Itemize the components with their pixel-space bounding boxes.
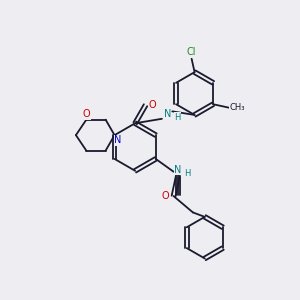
Text: N: N: [174, 165, 182, 175]
Text: O: O: [161, 191, 169, 201]
Text: Cl: Cl: [187, 47, 196, 57]
Text: O: O: [148, 100, 156, 110]
Text: N: N: [114, 136, 122, 146]
Text: H: H: [174, 113, 181, 122]
Text: H: H: [184, 169, 191, 178]
Text: N: N: [164, 109, 171, 119]
Text: O: O: [82, 109, 90, 119]
Text: CH₃: CH₃: [229, 103, 244, 112]
